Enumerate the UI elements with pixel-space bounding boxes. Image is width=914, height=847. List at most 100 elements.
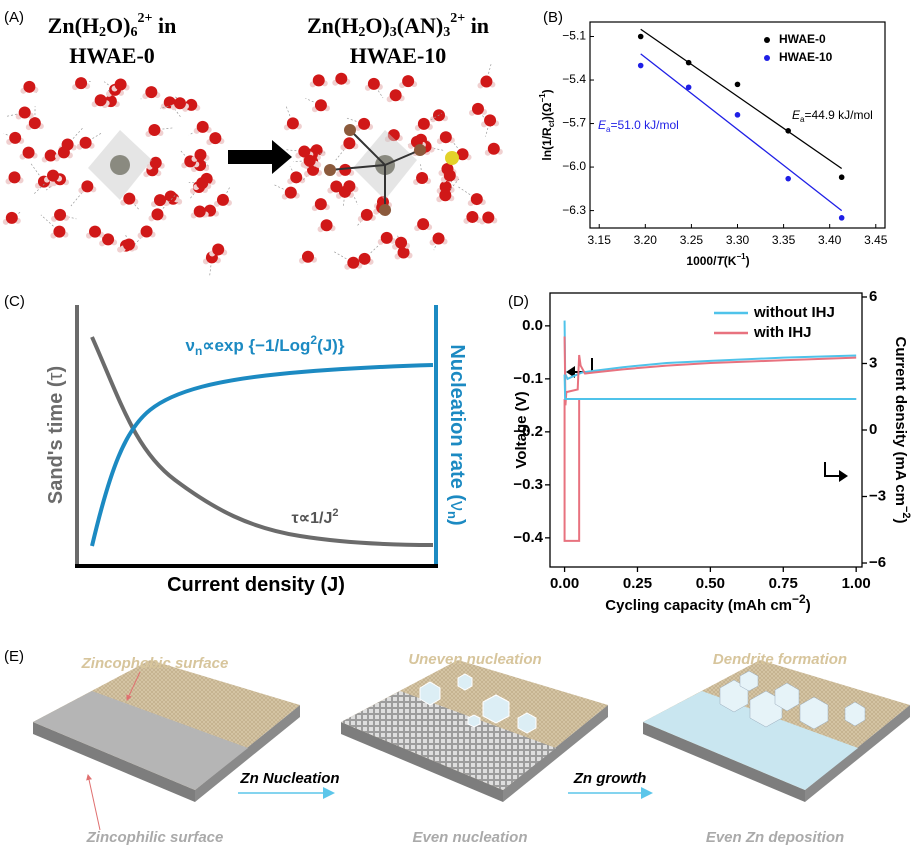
title: HWAE-10 xyxy=(350,43,447,68)
x-tick-label: 3.25 xyxy=(680,233,704,247)
t: O) xyxy=(365,13,389,38)
oxygen xyxy=(151,208,163,220)
oxygen xyxy=(9,132,21,144)
oxygen xyxy=(53,226,65,238)
x-tick-label: 0.00 xyxy=(550,575,579,592)
x-axis-label: 1000/T(K−1) xyxy=(686,252,749,268)
oxygen xyxy=(6,212,18,224)
legend-label: with IHJ xyxy=(753,324,812,341)
oxygen xyxy=(418,118,430,130)
y2-tick-label: 0 xyxy=(869,421,877,438)
arrow xyxy=(228,140,292,174)
oxygen xyxy=(488,143,500,155)
oxygen xyxy=(472,103,484,115)
annotation: Ea=51.0 kJ/mol xyxy=(598,118,679,134)
t: n xyxy=(445,511,460,519)
oxygen xyxy=(440,131,452,143)
oxygen xyxy=(89,226,101,238)
t: )(Ω xyxy=(540,102,554,120)
y2-axis-label: Current density (mA cm−2) xyxy=(892,336,912,523)
label: Zincophobic surface xyxy=(81,655,229,672)
point xyxy=(839,215,845,221)
y-axis-label: ln(1/Rct)(Ω−1) xyxy=(538,89,556,160)
oxygen xyxy=(287,117,299,129)
x-tick-label: 0.25 xyxy=(623,575,652,592)
pointer xyxy=(88,775,100,830)
formula: νn∝exp {−1/Log2(J)} xyxy=(186,333,345,358)
oxygen xyxy=(47,170,59,182)
t: τ xyxy=(45,372,67,380)
oxygen xyxy=(321,219,333,231)
y-axis-label: Nucleation rate (νn) xyxy=(445,344,468,525)
oxygen xyxy=(466,211,478,223)
oxygen xyxy=(439,189,451,201)
oxygen xyxy=(315,99,327,111)
t: (J)} xyxy=(317,336,345,355)
y2-tick-label: −3 xyxy=(869,487,886,504)
panel-label: (B) xyxy=(543,9,563,26)
panel-b: 1000/T(K−1) ln(1/Rct)(Ω−1) Ea=44.9 kJ/mo… xyxy=(538,22,888,268)
y-axis-label: Sand's time (τ) xyxy=(45,366,67,504)
x-tick-label: 0.50 xyxy=(696,575,725,592)
y-tick-label: −0.1 xyxy=(513,370,543,387)
slab xyxy=(341,660,608,802)
oxygen xyxy=(343,137,355,149)
oxygen xyxy=(335,73,347,85)
label: Zincophilic surface xyxy=(86,829,224,846)
oxygen xyxy=(433,232,445,244)
oxygen xyxy=(154,194,166,206)
carbon xyxy=(414,144,426,156)
oxygen xyxy=(174,97,186,109)
t: J xyxy=(327,574,338,596)
oxygen xyxy=(484,114,496,126)
y-tick-label: −5.1 xyxy=(562,29,586,43)
panel-label: (C) xyxy=(4,293,25,310)
plot-frame xyxy=(550,293,862,567)
oxygen xyxy=(194,206,206,218)
oxygen xyxy=(444,170,456,182)
t: Zn(H xyxy=(307,13,358,38)
point xyxy=(785,128,791,134)
annotation: Ea=44.9 kJ/mol xyxy=(792,108,873,124)
oxygen xyxy=(390,89,402,101)
oxygen xyxy=(304,155,316,167)
x-tick-label: 3.45 xyxy=(864,233,888,247)
t: 2 xyxy=(99,25,106,40)
t: 2+ xyxy=(450,11,465,26)
oxygen xyxy=(194,149,206,161)
t: ln(1/R xyxy=(540,127,554,161)
oxygen xyxy=(115,79,127,91)
oxygen xyxy=(58,146,70,158)
t: Zn(H xyxy=(48,13,99,38)
label: Uneven nucleation xyxy=(408,651,541,668)
t: ) xyxy=(892,519,909,524)
oxygen xyxy=(285,187,297,199)
legend-label: HWAE-10 xyxy=(779,50,833,64)
t: Nucleation rate ( xyxy=(446,344,468,501)
t: ) xyxy=(540,89,554,93)
point xyxy=(686,84,692,90)
oxygen xyxy=(54,209,66,221)
t: τ∝1/J xyxy=(292,510,333,527)
oxygen xyxy=(302,251,314,263)
label: Even Zn deposition xyxy=(706,829,844,846)
t: ν xyxy=(186,336,195,355)
oxygen xyxy=(471,193,483,205)
panel-e: Zincophobic surface Zincophilic surface … xyxy=(33,651,910,846)
point xyxy=(785,176,791,182)
x-tick-label: 3.30 xyxy=(726,233,750,247)
y2-tick-label: 6 xyxy=(869,288,877,305)
t: −2 xyxy=(792,592,806,606)
legend-marker xyxy=(764,55,770,61)
formula: τ∝1/J2 xyxy=(292,507,339,527)
oxygen xyxy=(209,132,221,144)
t: ν xyxy=(446,501,468,511)
oxygen xyxy=(361,209,373,221)
t: ) xyxy=(338,574,345,596)
t: Sand's time ( xyxy=(45,380,67,504)
y-tick-label: −5.4 xyxy=(562,72,586,86)
panel-label: (A) xyxy=(4,9,24,26)
molecules xyxy=(3,64,503,276)
t: O) xyxy=(106,13,130,38)
t: 6 xyxy=(130,25,137,40)
